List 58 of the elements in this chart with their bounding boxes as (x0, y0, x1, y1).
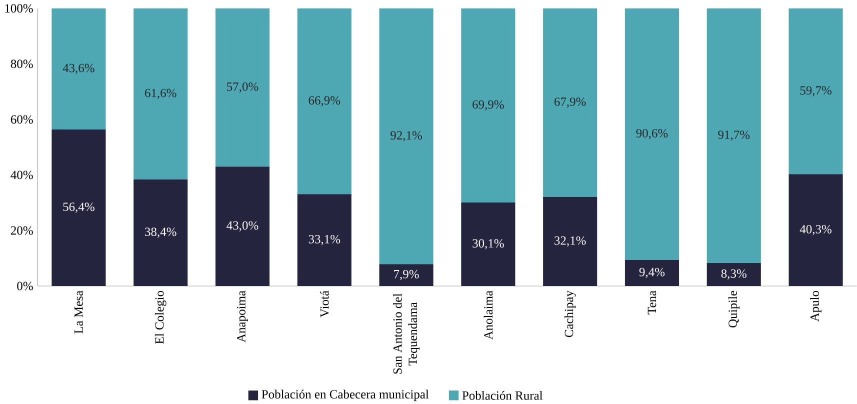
data-label: 7,9% (394, 270, 419, 280)
data-label: 91,7% (718, 130, 750, 141)
data-label: 56,4% (63, 202, 94, 213)
x-tick-label: Anapoima (237, 290, 248, 342)
bar (543, 8, 598, 197)
bar (543, 196, 598, 286)
bar (379, 8, 434, 264)
data-label: 40,3% (800, 225, 832, 236)
legend-label: Población Rural (462, 391, 543, 400)
bar (379, 264, 434, 286)
x-tick-label: La Mesa (74, 290, 83, 334)
data-label: 59,7% (800, 86, 832, 96)
data-label: 57,0% (227, 82, 258, 93)
y-tick-label: 40% (10, 170, 33, 180)
data-label: 90,6% (636, 129, 668, 140)
legend-label: Población en Cabecera municipal (262, 390, 429, 402)
bar (461, 8, 516, 203)
bar (297, 8, 352, 194)
bar (297, 194, 352, 286)
x-tick-label: San Antonio del Tequendama (392, 294, 420, 374)
bar (134, 8, 188, 180)
data-label: 66,9% (308, 96, 340, 106)
x-tick-label: Cachipay (564, 290, 576, 338)
data-label: 69,9% (472, 100, 504, 111)
bar (215, 166, 270, 286)
data-label: 67,9% (554, 98, 586, 108)
bar (461, 202, 516, 286)
data-label: 9,4% (639, 268, 665, 278)
bar (788, 8, 843, 174)
data-label: 61,6% (145, 88, 176, 100)
y-tick-label: 60% (10, 115, 33, 124)
y-tick-label: 0% (17, 282, 33, 290)
data-label: 38,4% (145, 228, 176, 238)
x-tick-label: El Colegio (154, 291, 166, 344)
y-tick-label: 20% (10, 226, 33, 235)
x-tick-label: Viotá (320, 290, 329, 318)
data-label: 43,6% (62, 64, 94, 74)
bar (134, 179, 188, 286)
bar (788, 174, 843, 286)
bar (624, 260, 680, 286)
bar (52, 8, 106, 130)
x-tick-label: Apulo (810, 291, 822, 322)
data-label: 92,1% (390, 131, 422, 142)
data-label: 32,1% (554, 236, 586, 247)
y-tick-label: 80% (10, 60, 33, 68)
data-label: 33,1% (308, 235, 340, 246)
x-tick-label: Tena (648, 290, 656, 314)
bar (706, 263, 761, 286)
y-tick-label: 100% (5, 4, 33, 13)
data-label: 30,1% (472, 239, 504, 250)
bar (215, 8, 270, 167)
bar (52, 130, 106, 286)
bar (706, 8, 761, 264)
bar (624, 8, 680, 260)
data-label: 8,3% (721, 269, 746, 280)
data-label: 43,0% (226, 221, 258, 232)
x-tick-label: Quipile (728, 290, 740, 328)
x-tick-label: Anolaima (484, 290, 493, 340)
